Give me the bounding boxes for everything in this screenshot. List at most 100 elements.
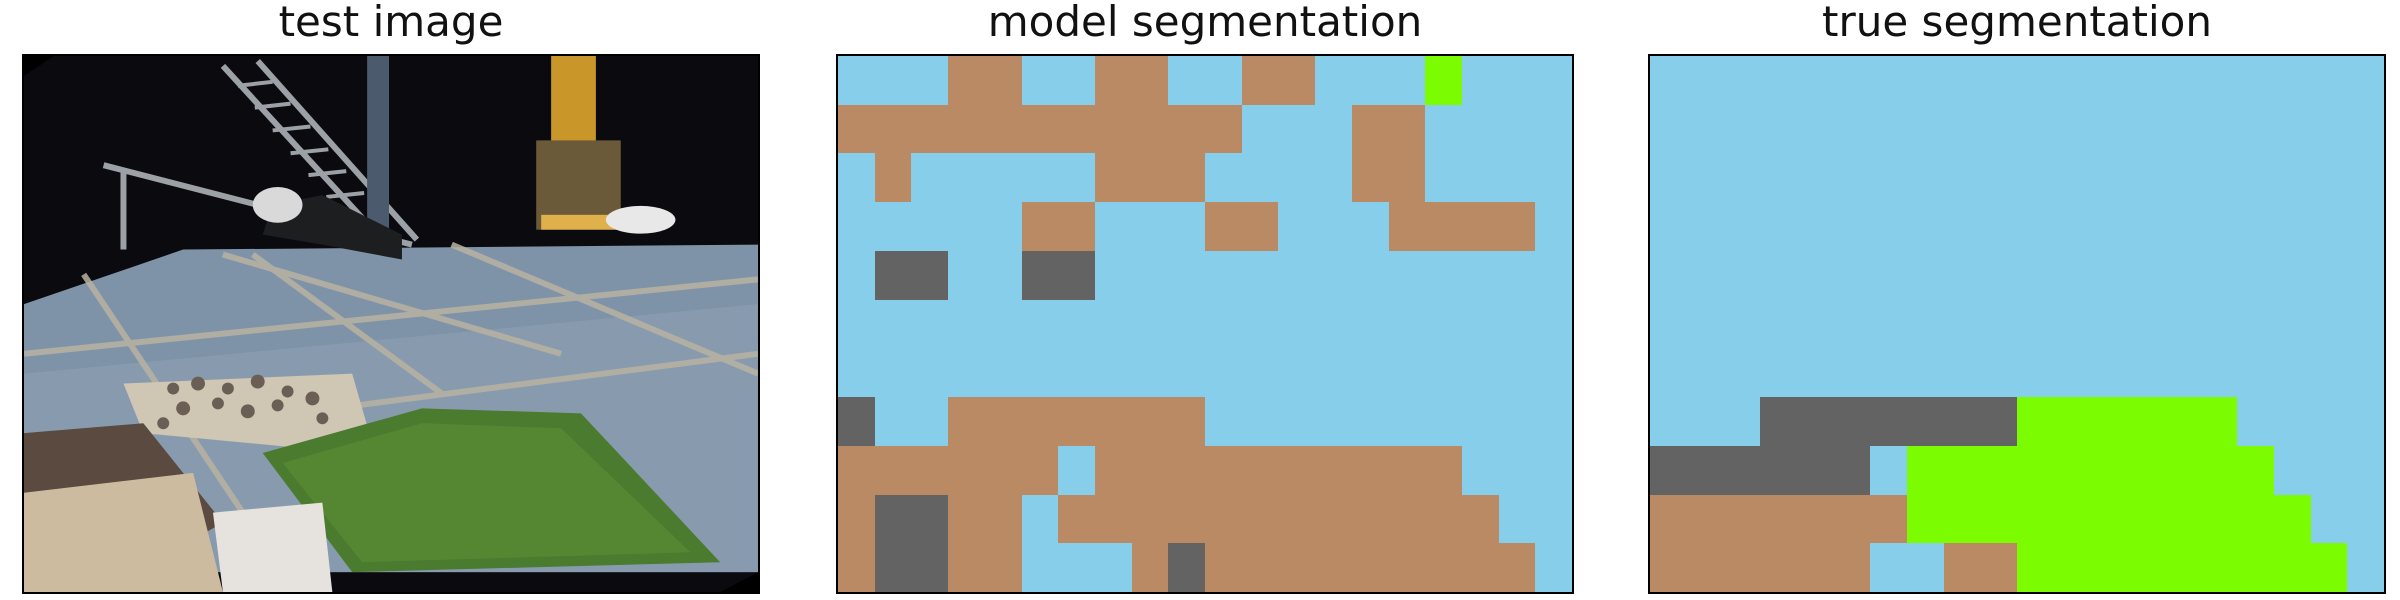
model-segmentation-cell — [1058, 202, 1095, 251]
true-segmentation-cell — [1723, 153, 1761, 203]
model-segmentation-cell — [1131, 445, 1169, 495]
model-segmentation-cell — [1498, 494, 1536, 544]
true-segmentation-cell — [2310, 56, 2348, 105]
model-segmentation-cell — [874, 299, 912, 349]
true-segmentation-cell — [1833, 445, 1871, 495]
true-segmentation-cell — [2237, 543, 2274, 592]
true-segmentation-cell — [1796, 397, 1834, 446]
true-segmentation-cell — [2163, 494, 2201, 544]
model-segmentation-cell — [1094, 543, 1132, 592]
model-segmentation-cell — [948, 445, 985, 495]
model-segmentation-cell — [1315, 543, 1352, 592]
model-segmentation-cell — [1425, 153, 1462, 203]
model-segmentation-cell — [1094, 202, 1132, 251]
true-segmentation-cell — [1906, 299, 1944, 349]
true-segmentation-cell — [1650, 299, 1687, 349]
true-segmentation-cell — [2017, 153, 2054, 203]
model-segmentation-cell — [874, 104, 912, 154]
model-segmentation-cell — [911, 56, 949, 105]
true-segmentation-cell — [2163, 56, 2201, 105]
model-segmentation-cell — [1168, 543, 1205, 592]
model-segmentation-cell — [984, 348, 1022, 398]
model-segmentation-grid — [838, 56, 1572, 592]
model-segmentation-cell — [1168, 299, 1205, 349]
model-segmentation-cell — [984, 397, 1022, 446]
true-segmentation-cell — [2017, 494, 2054, 544]
test-image-photo — [24, 56, 758, 592]
true-segmentation-cell — [1833, 250, 1871, 300]
true-segmentation-cell — [2053, 397, 2091, 446]
true-segmentation-cell — [2347, 202, 2384, 251]
model-segmentation-cell — [838, 299, 875, 349]
true-segmentation-cell — [2237, 397, 2274, 446]
model-segmentation-cell — [911, 494, 949, 544]
true-segmentation-cell — [1943, 445, 1981, 495]
model-segmentation-cell — [948, 494, 985, 544]
model-segmentation-cell — [1205, 543, 1242, 592]
model-segmentation-cell — [1315, 104, 1352, 154]
true-segmentation-cell — [2273, 397, 2311, 446]
model-segmentation-cell — [1535, 299, 1572, 349]
model-segmentation-cell — [1094, 153, 1132, 203]
model-segmentation-cell — [911, 299, 949, 349]
true-segmentation-cell — [1870, 445, 1907, 495]
true-segmentation-cell — [1906, 494, 1944, 544]
true-segmentation-cell — [2347, 299, 2384, 349]
model-segmentation-cell — [1021, 202, 1059, 251]
model-segmentation-cell — [911, 250, 949, 300]
model-segmentation-cell — [1535, 104, 1572, 154]
model-segmentation-cell — [1351, 153, 1389, 203]
true-segmentation-cell — [2237, 250, 2274, 300]
model-segmentation-cell — [1388, 153, 1426, 203]
model-segmentation-cell — [1205, 250, 1242, 300]
true-segmentation-cell — [2237, 202, 2274, 251]
model-segmentation-cell — [874, 543, 912, 592]
model-segmentation-cell — [1351, 299, 1389, 349]
model-segmentation-cell — [1278, 445, 1316, 495]
true-segmentation-cell — [1906, 153, 1944, 203]
true-segmentation-cell — [1686, 250, 1724, 300]
model-segmentation-cell — [1168, 202, 1205, 251]
true-segmentation-cell — [1980, 104, 2017, 154]
model-segmentation-cell — [1388, 494, 1426, 544]
true-segmentation-cell — [1980, 250, 2017, 300]
model-segmentation-cell — [874, 494, 912, 544]
true-segmentation-cell — [2053, 250, 2091, 300]
true-segmentation-cell — [1760, 299, 1797, 349]
true-segmentation-cell — [1723, 397, 1761, 446]
true-segmentation-cell — [1686, 56, 1724, 105]
true-segmentation-cell — [1833, 202, 1871, 251]
model-segmentation-cell — [1094, 56, 1132, 105]
true-segmentation-cell — [1650, 397, 1687, 446]
true-segmentation-cell — [1760, 397, 1797, 446]
true-segmentation-cell — [2127, 348, 2164, 398]
model-segmentation-cell — [1351, 202, 1389, 251]
model-segmentation-cell — [838, 445, 875, 495]
model-segmentation-cell — [1094, 494, 1132, 544]
true-segmentation-cell — [1686, 397, 1724, 446]
true-segmentation-cell — [2127, 543, 2164, 592]
model-segmentation-cell — [1278, 56, 1316, 105]
true-segmentation-cell — [2310, 445, 2348, 495]
model-segmentation-cell — [1498, 56, 1536, 105]
true-segmentation-cell — [1686, 299, 1724, 349]
model-segmentation-cell — [1535, 56, 1572, 105]
model-segmentation-cell — [1278, 202, 1316, 251]
test-image-panel — [22, 54, 760, 594]
true-segmentation-cell — [1723, 56, 1761, 105]
model-segmentation-cell — [1425, 397, 1462, 446]
model-segmentation-cell — [838, 250, 875, 300]
true-segmentation-cell — [2163, 397, 2201, 446]
model-segmentation-cell — [1168, 445, 1205, 495]
true-segmentation-cell — [1796, 543, 1834, 592]
model-segmentation-cell — [1498, 445, 1536, 495]
true-segmentation-cell — [2127, 56, 2164, 105]
true-segmentation-cell — [2200, 153, 2238, 203]
true-segmentation-cell — [2163, 250, 2201, 300]
true-segmentation-cell — [2273, 153, 2311, 203]
model-segmentation-cell — [1205, 56, 1242, 105]
true-segmentation-cell — [2347, 397, 2384, 446]
true-segmentation-cell — [2273, 543, 2311, 592]
model-segmentation-cell — [874, 56, 912, 105]
true-segmentation-cell — [2163, 348, 2201, 398]
